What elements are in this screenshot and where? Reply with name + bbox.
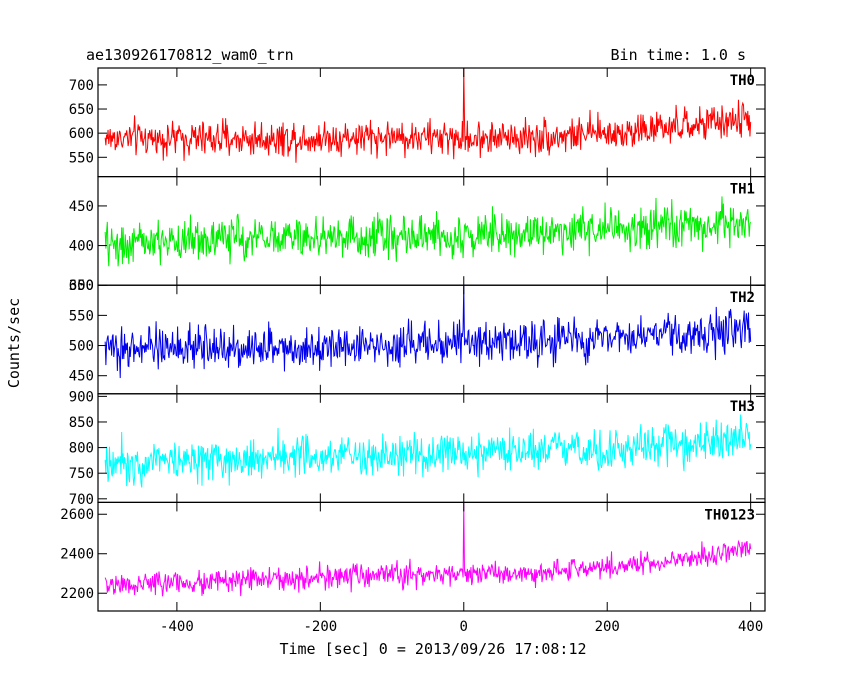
y-tick-label-th3-800: 800 (69, 441, 94, 457)
bin-time-label: Bin time: 1.0 s (611, 46, 746, 64)
y-tick-label-th1-400: 400 (69, 239, 94, 255)
panels-group: 550 600 650 700 TH0 350 400 450 TH1 450 500 550 600 T… (60, 67, 766, 635)
y-tick-label-th0-600: 600 (69, 126, 94, 142)
y-tick-label-th0-550: 550 (69, 150, 94, 166)
panel-label-th0123: TH0123 (704, 507, 755, 523)
series-line-th2 (104, 285, 752, 379)
panel-label-th1: TH1 (730, 182, 755, 198)
chart-title: ae130926170812_wam0_trn (86, 46, 294, 64)
x-tick-label-400: 400 (738, 619, 763, 635)
x-tick-label-0: 0 (460, 619, 468, 635)
y-tick-label-th3-900: 900 (69, 389, 94, 405)
y-tick-label-th3-850: 850 (69, 415, 94, 431)
panel-frame-th0 (97, 67, 766, 178)
series-line-th3 (104, 414, 752, 488)
y-tick-label-th1-450: 450 (69, 199, 94, 215)
y-tick-label-th3-700: 700 (69, 492, 94, 508)
series-line-th0 (104, 68, 752, 163)
y-tick-label-th2-600: 600 (69, 278, 94, 294)
panel-label-th2: TH2 (730, 290, 755, 306)
y-tick-label-th2-550: 550 (69, 308, 94, 324)
panel-frame-th0123 (97, 501, 766, 612)
y-tick-label-th3-750: 750 (69, 466, 94, 482)
x-tick-label--200: -200 (303, 619, 337, 635)
y-axis-label: Counts/sec (5, 298, 23, 388)
x-axis-label: Time [sec] 0 = 2013/09/26 17:08:12 (279, 640, 586, 658)
series-line-th0123 (104, 502, 752, 597)
panel-label-th0: TH0 (730, 73, 755, 89)
y-tick-label-th0123-2200: 2200 (60, 586, 94, 602)
y-tick-label-th0123-2400: 2400 (60, 547, 94, 563)
series-line-th1 (104, 196, 752, 267)
y-tick-label-th2-450: 450 (69, 369, 94, 385)
y-tick-label-th1-350: 350 (69, 278, 94, 294)
panel-label-th3: TH3 (730, 399, 755, 415)
y-tick-label-th2-500: 500 (69, 339, 94, 355)
y-tick-label-th0-650: 650 (69, 102, 94, 118)
y-tick-label-th0123-2600: 2600 (60, 507, 94, 523)
x-tick-label-200: 200 (595, 619, 620, 635)
y-tick-label-th0-700: 700 (69, 78, 94, 94)
x-tick-label--400: -400 (160, 619, 194, 635)
